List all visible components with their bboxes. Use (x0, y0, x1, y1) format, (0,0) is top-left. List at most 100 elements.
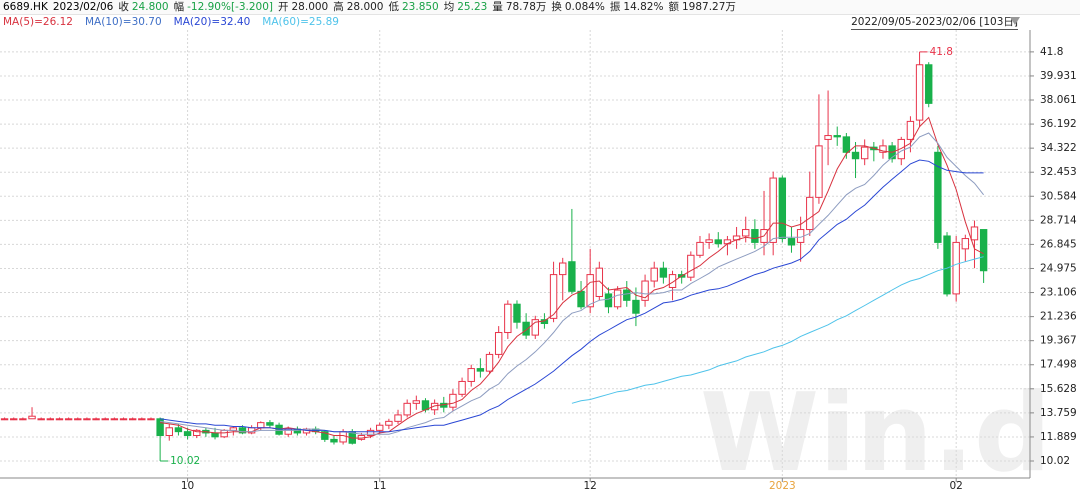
date-range[interactable]: 2022/09/05-2023/02/06 [103日] (851, 16, 1018, 30)
candle-body (19, 418, 27, 421)
candle-body (925, 64, 933, 104)
candle-body (641, 280, 649, 301)
candle-body (650, 267, 658, 282)
quote-label: 量 (492, 1, 503, 13)
candle-body (815, 145, 823, 198)
candle-body (485, 353, 494, 372)
legend: MA(5)=26.12 MA(10)=30.70 MA(20)=32.40 MA(60… (3, 15, 351, 29)
candle-body (458, 380, 466, 395)
candle-body (732, 235, 741, 241)
candle-body (586, 274, 594, 308)
candle-body (174, 427, 183, 433)
candle-body (742, 229, 750, 237)
quote-value: 24.800 (131, 1, 169, 13)
y-tick-label: 11.889 (1040, 431, 1077, 443)
candle-body (696, 241, 704, 256)
candle-body (92, 418, 100, 421)
x-tick-label: 11 (373, 480, 386, 490)
candle-body (394, 414, 402, 422)
candle-body (751, 229, 759, 243)
y-tick-label: 41.8 (1040, 46, 1063, 58)
candle-body (275, 424, 283, 435)
y-tick-label: 28.714 (1040, 214, 1077, 226)
quote-label: 开 (278, 1, 289, 13)
candle-body (870, 146, 878, 151)
candle-body (888, 145, 896, 160)
candle-body (311, 428, 320, 433)
ma-line (160, 116, 984, 439)
candle-body (128, 418, 137, 421)
candle-body (613, 289, 622, 308)
candle-body (687, 254, 695, 278)
candle-body (970, 226, 979, 241)
quote-value: -12.90%[-3.200] (187, 1, 273, 13)
candle-body (842, 136, 851, 153)
candle-body (540, 319, 549, 325)
candle-body (430, 402, 439, 411)
candle-body (421, 400, 430, 411)
candle-body (10, 418, 18, 421)
candle-body (577, 290, 585, 308)
x-tick-label: 12 (583, 480, 596, 490)
candle-body (266, 422, 274, 426)
candle-body (165, 427, 173, 437)
quote-label: 额 (668, 1, 679, 13)
max-label: 41.8 (930, 46, 953, 58)
quote-value: 25.23 (457, 1, 488, 13)
candle-body (879, 145, 887, 153)
y-tick-label: 13.759 (1040, 407, 1077, 419)
candle-body (302, 428, 311, 434)
candle-body (138, 418, 146, 421)
candle-body (760, 229, 768, 243)
y-tick-label: 30.584 (1040, 190, 1077, 202)
candle-body (193, 429, 201, 437)
y-tick-label: 26.845 (1040, 238, 1077, 250)
candle-body (568, 261, 576, 292)
candle-body (659, 267, 668, 278)
x-tick-label: 10 (181, 480, 194, 490)
candle-body (668, 274, 677, 288)
candle-body (961, 238, 970, 250)
quote-label: 高 (333, 1, 344, 13)
candle-body (64, 418, 73, 421)
candle-body (449, 393, 457, 408)
candle-body (915, 64, 924, 121)
candle-body (366, 429, 375, 437)
watermark: Win.d (700, 371, 1051, 490)
candle-body (824, 135, 832, 140)
date: 2023/02/06 (52, 1, 114, 13)
y-tick-label: 15.628 (1040, 383, 1077, 395)
candle-body (37, 418, 45, 421)
candle-body (211, 432, 219, 438)
candle-body (284, 428, 292, 435)
candle-body (0, 418, 9, 421)
candle-body (147, 418, 155, 421)
x-tick-label: 2023 (769, 480, 796, 490)
candle-body (46, 418, 55, 421)
candle-body (348, 431, 356, 444)
candle-body (257, 422, 265, 429)
quote-label: 幅 (173, 1, 185, 13)
candle-body (952, 241, 960, 295)
candle-body (513, 303, 521, 323)
symbol: 6689.HK (3, 1, 48, 13)
candle-body (403, 402, 411, 416)
candle-body (247, 427, 256, 434)
candle-body (604, 293, 613, 308)
candle-body (476, 368, 485, 372)
candle-body (229, 427, 238, 431)
y-tick-label: 23.106 (1040, 287, 1077, 299)
quote-value: 14.82% (623, 1, 664, 13)
candle-body (714, 239, 722, 245)
quote-value: 23.850 (402, 1, 439, 13)
quote-header: 6689.HK 2023/02/06 收 24.800 幅 -12.90%[-3.200]… (0, 0, 1080, 15)
y-tick-label: 36.192 (1040, 118, 1077, 130)
quote-value: 78.78万 (505, 1, 547, 13)
quote-value: 28.000 (291, 1, 329, 13)
ma-line (160, 132, 984, 435)
candle-body (119, 418, 128, 421)
candle-body (293, 428, 302, 434)
candle-body (632, 299, 640, 314)
quote-label: 低 (388, 1, 400, 13)
